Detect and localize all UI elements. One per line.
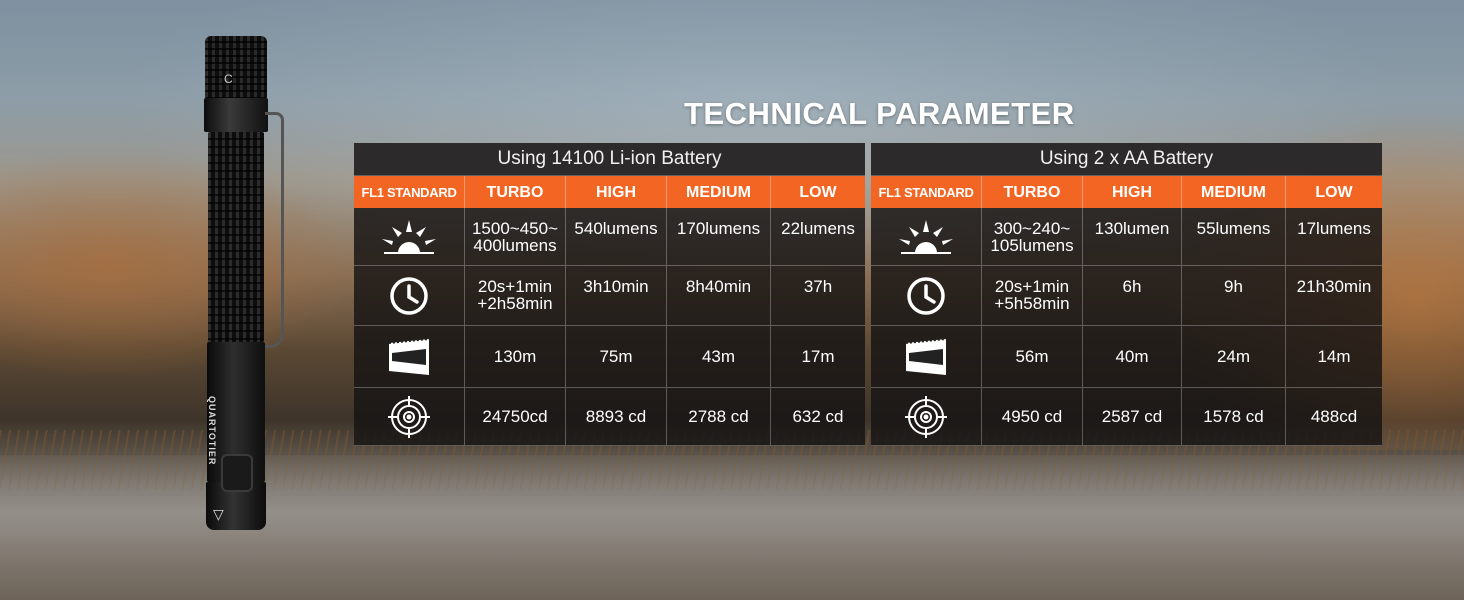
spec-value-medium: 2788 cd (667, 388, 771, 446)
spec-value-high: 3h10min (566, 266, 667, 326)
flashlight-brand-text: QUARTOTIER (207, 396, 217, 466)
spec-value-turbo: 4950 cd (982, 388, 1083, 446)
battery-label: Using 14100 Li-ion Battery (354, 143, 865, 175)
battery-label: Using 2 x AA Battery (871, 143, 1382, 175)
spec-value-high: 8893 cd (566, 388, 667, 446)
spec-value-medium: 170lumens (667, 208, 771, 266)
beam-distance-icon (354, 326, 465, 388)
flashlight-knurled-body (208, 132, 264, 342)
intensity-target-icon (354, 388, 465, 446)
column-header-standard: FL1 STANDARD (871, 176, 982, 208)
spec-value-low: 37h (771, 266, 865, 326)
spec-value-medium: 8h40min (667, 266, 771, 326)
spec-value-medium: 43m (667, 326, 771, 388)
spec-value-low: 14m (1286, 326, 1382, 388)
flashlight-model-mark: C (224, 72, 233, 86)
spec-value-turbo: 20s+1min +5h58min (982, 266, 1083, 326)
beam-distance-icon (871, 326, 982, 388)
spec-value-medium: 1578 cd (1182, 388, 1286, 446)
spec-value-low: 21h30min (1286, 266, 1382, 326)
spec-value-medium: 55lumens (1182, 208, 1286, 266)
spec-table-14100: Using 14100 Li-ion Battery FL1 STANDARD T… (354, 143, 865, 446)
spec-value-turbo: 56m (982, 326, 1083, 388)
column-header-turbo: TURBO (465, 176, 566, 208)
spec-value-medium: 24m (1182, 326, 1286, 388)
column-header-medium: MEDIUM (1182, 176, 1286, 208)
flashlight-logo: ▽ (213, 506, 224, 522)
intensity-target-icon (871, 388, 982, 446)
background-hill-left (0, 150, 360, 380)
runtime-clock-icon (354, 266, 465, 326)
flashlight-head (205, 36, 267, 98)
flashlight-pocket-clip (265, 112, 284, 348)
column-header-low: LOW (771, 176, 865, 208)
spec-value-turbo: 130m (465, 326, 566, 388)
spec-value-low: 17m (771, 326, 865, 388)
spec-value-high: 75m (566, 326, 667, 388)
spec-value-turbo: 300~240~ 105lumens (982, 208, 1083, 266)
column-header-high: HIGH (566, 176, 667, 208)
column-header-standard: FL1 STANDARD (354, 176, 465, 208)
spec-value-low: 632 cd (771, 388, 865, 446)
spec-value-turbo: 20s+1min +2h58min (465, 266, 566, 326)
spec-value-turbo: 1500~450~ 400lumens (465, 208, 566, 266)
spec-table-aa: Using 2 x AA Battery FL1 STANDARD TURBO HI… (871, 143, 1382, 446)
column-header-turbo: TURBO (982, 176, 1083, 208)
column-header-medium: MEDIUM (667, 176, 771, 208)
flashlight-collar (204, 98, 268, 132)
spec-value-high: 40m (1083, 326, 1182, 388)
spec-value-turbo: 24750cd (465, 388, 566, 446)
column-header-high: HIGH (1083, 176, 1182, 208)
brightness-icon (871, 208, 982, 266)
runtime-clock-icon (871, 266, 982, 326)
spec-value-high: 130lumen (1083, 208, 1182, 266)
spec-value-low: 22lumens (771, 208, 865, 266)
spec-value-low: 488cd (1286, 388, 1382, 446)
spec-value-high: 2587 cd (1083, 388, 1182, 446)
spec-grid: FL1 STANDARD TURBO HIGH MEDIUM LOW 1500~450~ … (354, 175, 865, 446)
spec-value-high: 540lumens (566, 208, 667, 266)
flashlight-side-button (221, 454, 253, 492)
page-title: TECHNICAL PARAMETER (684, 96, 1075, 131)
flashlight-image: C QUARTOTIER ▽ (203, 36, 284, 530)
spec-value-high: 6h (1083, 266, 1182, 326)
spec-value-low: 17lumens (1286, 208, 1382, 266)
brightness-icon (354, 208, 465, 266)
spec-grid: FL1 STANDARD TURBO HIGH MEDIUM LOW 300~240~ 1… (871, 175, 1382, 446)
spec-value-medium: 9h (1182, 266, 1286, 326)
column-header-low: LOW (1286, 176, 1382, 208)
